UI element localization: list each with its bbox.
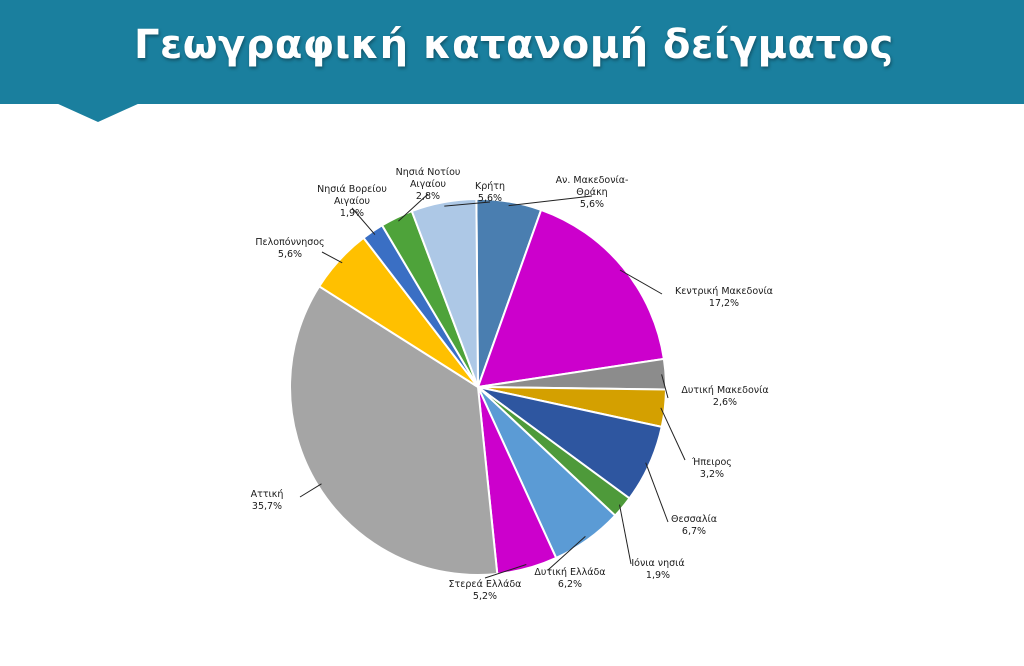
pie-slice [476,208,666,389]
slice-label: Αν. Μακεδονία-Θράκη 5,6% [556,175,629,210]
leader-line [484,564,527,579]
header-notch [0,103,200,122]
pie-slices [289,198,667,576]
leader-lines [299,193,686,579]
slice-labels: Αν. Μακεδονία-Θράκη 5,6% Κεντρική Μακεδονί… [251,167,773,602]
leader-line [660,407,686,461]
slice-label: Κεντρική Μακεδονία 17,2% [675,286,773,309]
slice-label: Δυτική Μακεδονία 2,6% [681,385,768,408]
page-title: Γεωγραφική κατανομή δείγματος [134,22,894,68]
slice-label: Κρήτη 5,6% [475,181,505,204]
slice-label: Θεσσαλία 6,7% [671,514,717,537]
leader-line [661,374,669,399]
slice-label: Στερεά Ελλάδα 5,2% [449,579,522,602]
slice-label: Πελοπόννησος 5,6% [255,237,324,260]
leader-line [398,193,429,222]
leader-line [508,195,593,207]
slice-label: Νησιά Νοτίου Αιγαίου 2,8% [396,167,461,202]
leader-line [321,251,343,264]
leader-line [619,269,663,295]
slice-label: Ιόνια νησιά 1,9% [631,558,684,581]
slice-label: Ήπειρος 3,2% [691,457,732,480]
header-bar [0,0,1024,104]
leader-line [444,201,491,207]
slice-label: Αττική 35,7% [251,489,284,512]
leader-line [645,462,669,523]
pie-slice [410,198,479,388]
leader-line [351,207,376,235]
slice-label: Δυτική Ελλάδα 6,2% [534,567,605,590]
leader-line [299,483,322,498]
leader-line [619,504,632,565]
leader-line [547,536,586,571]
slice-label: Νησιά Βορείου Αιγαίου 1,9% [317,184,387,219]
